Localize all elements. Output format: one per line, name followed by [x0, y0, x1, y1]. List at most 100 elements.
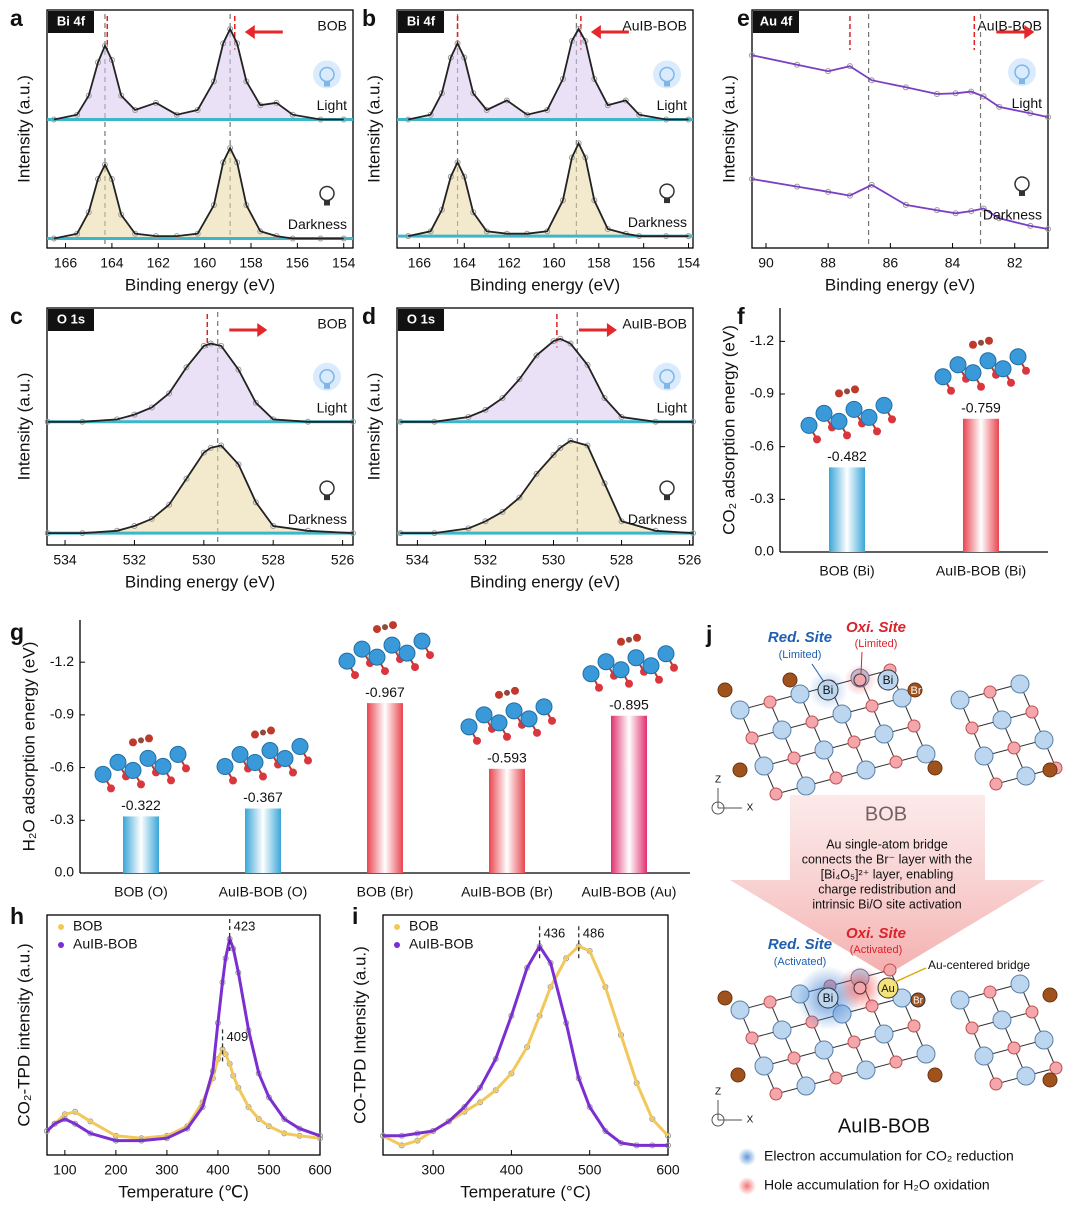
diagram-text: (Activated) — [850, 944, 903, 956]
molecule-decor — [94, 734, 190, 793]
bi-atom — [1034, 730, 1054, 750]
x-tick-label: 400 — [500, 1162, 524, 1178]
sample-label: BOB — [317, 316, 347, 332]
y-axis-label: Intensity (a.u.) — [14, 75, 33, 183]
o-atom — [1025, 705, 1039, 719]
molecule-decor — [216, 726, 312, 785]
bi-atom — [814, 1040, 834, 1060]
raw-point — [575, 140, 582, 147]
raw-point — [499, 508, 506, 515]
o-atom — [548, 716, 556, 725]
site-pointer — [811, 663, 825, 683]
ads-atom — [129, 738, 137, 747]
y-tick-label: -1.2 — [750, 332, 774, 348]
series-label: Darkness — [628, 214, 687, 230]
molecule-decor — [460, 686, 556, 745]
legend-label: AuIB-BOB — [409, 936, 474, 952]
ads-atom — [851, 385, 859, 394]
bulb-glow — [1008, 58, 1036, 87]
ads-atom — [969, 340, 977, 349]
diagram-text: X — [747, 1115, 754, 1126]
bi-atom — [874, 724, 894, 744]
series-label: Darkness — [288, 511, 347, 527]
x-tick-label: 530 — [542, 552, 566, 568]
o-atom — [1007, 1041, 1021, 1055]
x-tick-label: 166 — [408, 255, 432, 271]
value-label: -0.593 — [487, 750, 527, 766]
o-atom — [873, 427, 881, 436]
tag-label: Bi 4f — [57, 13, 86, 28]
x-tick-label: 164 — [453, 255, 477, 271]
legend-red — [738, 1177, 756, 1195]
o-atom — [763, 995, 777, 1009]
x-axis-label: Binding energy (eV) — [470, 572, 620, 591]
ads-atom — [138, 737, 144, 744]
x-tick-label: 600 — [656, 1162, 680, 1178]
bi-atom — [832, 704, 852, 724]
bridge-pointer — [894, 967, 927, 983]
bi-atom — [800, 416, 818, 434]
plot-frame — [382, 914, 669, 1156]
x-tick-label: 300 — [155, 1162, 179, 1178]
shift-arrow-head — [606, 323, 617, 337]
x-tick-label: 82 — [1007, 255, 1023, 271]
y-axis-label: CO₂-TPD intensity (a.u.) — [14, 943, 33, 1126]
raw-point — [483, 106, 490, 113]
o-atom — [813, 435, 821, 444]
ads-atom — [985, 336, 993, 345]
ads-atom — [844, 388, 850, 395]
bulb-icon — [1014, 176, 1030, 192]
bi-atom — [754, 1056, 774, 1076]
molecule-decor — [338, 621, 434, 680]
diagram-text: Bi — [823, 683, 834, 697]
x-tick-label: 156 — [286, 255, 310, 271]
ads-atom — [978, 339, 984, 346]
o-atom — [889, 1055, 903, 1069]
raw-point — [148, 515, 155, 522]
diagram-text: (Limited) — [779, 649, 822, 661]
bi-atom — [398, 644, 416, 662]
bi-atom — [856, 760, 876, 780]
raw-point — [482, 518, 489, 525]
bi-atom — [730, 700, 750, 720]
bulb-icon — [319, 185, 335, 202]
diagram-text: [Bi₄O₅]²⁺ layer, enabling — [821, 867, 954, 881]
raw-point — [503, 97, 510, 104]
o-atom — [1022, 366, 1030, 375]
shift-arrow-head — [257, 323, 268, 337]
o-atom — [983, 685, 997, 699]
lattice-decor — [950, 974, 1063, 1091]
br-atom — [1042, 1072, 1058, 1088]
y-axis-label: Intensity (a.u.) — [14, 373, 33, 481]
o-atom — [473, 736, 481, 745]
br-atom — [1042, 762, 1058, 778]
o-atom — [883, 963, 897, 977]
x-tick-label: 86 — [883, 255, 899, 271]
raw-point — [166, 501, 173, 508]
shift-arrow-head — [590, 25, 601, 39]
bi-atom — [974, 746, 994, 766]
bi-atom — [796, 1076, 816, 1096]
y-tick-label: -0.3 — [50, 811, 74, 827]
raw-point — [183, 475, 190, 482]
bi-atom — [246, 754, 264, 772]
tag-label: O 1s — [407, 311, 435, 326]
bar — [367, 703, 403, 873]
x-axis-label: Binding energy (eV) — [125, 275, 275, 294]
bi-atom — [1010, 674, 1030, 694]
bi-atom — [1009, 348, 1027, 366]
lattice-decor — [730, 663, 936, 801]
bi-site — [817, 679, 839, 701]
raw-point — [868, 181, 875, 188]
series-line — [383, 943, 668, 1147]
panel-label: e — [737, 5, 750, 31]
bi-atom — [1016, 766, 1036, 786]
au-site — [877, 977, 899, 999]
bar — [829, 467, 865, 552]
ads-atom — [251, 730, 259, 739]
bulb-base — [664, 198, 670, 204]
raw-point — [557, 444, 564, 451]
tag-box — [753, 11, 799, 33]
diagram-text: intrinsic Bi/O site activation — [812, 897, 961, 911]
bi-atom — [657, 645, 675, 663]
